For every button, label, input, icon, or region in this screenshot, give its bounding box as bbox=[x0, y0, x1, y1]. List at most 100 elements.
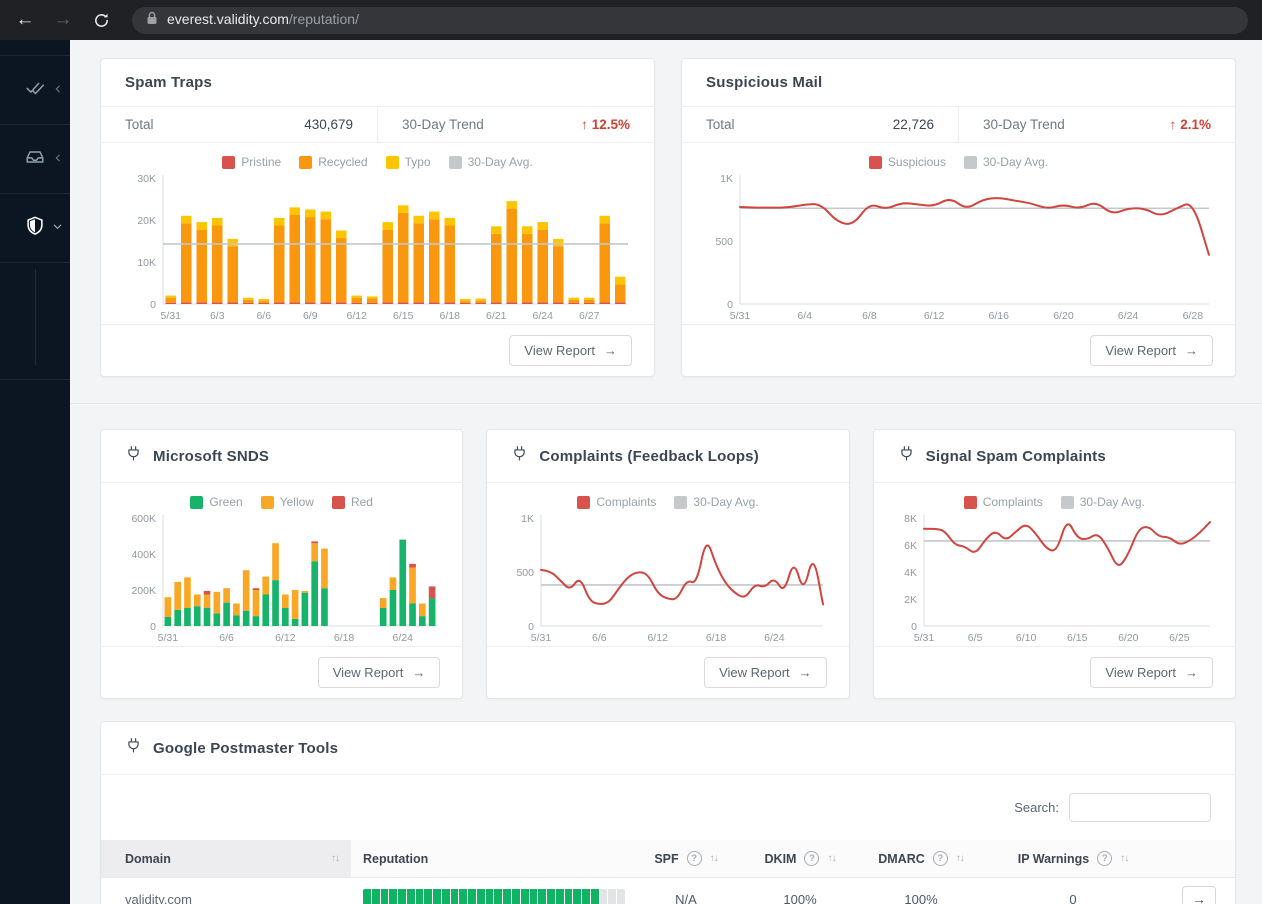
help-icon[interactable]: ? bbox=[804, 851, 820, 866]
column-header-reputation: Reputation bbox=[363, 851, 429, 866]
arrow-right-icon: → bbox=[412, 665, 426, 680]
total-label: Total bbox=[706, 117, 735, 132]
column-header-dmarc[interactable]: DMARC ? ↑↓ bbox=[878, 851, 965, 866]
sidebar-submenu bbox=[0, 263, 70, 380]
double-check-icon bbox=[24, 77, 46, 104]
svg-text:6/25: 6/25 bbox=[1169, 632, 1190, 644]
total-stat: Total 430,679 bbox=[101, 107, 377, 142]
arrow-right-icon: → bbox=[1192, 891, 1206, 904]
sort-icon[interactable]: ↑↓ bbox=[827, 853, 836, 864]
svg-text:6/20: 6/20 bbox=[1053, 310, 1074, 322]
svg-text:0: 0 bbox=[150, 299, 156, 311]
column-header-domain[interactable]: Domain ↑↓ bbox=[101, 840, 351, 877]
arrow-right-icon: → bbox=[798, 665, 812, 680]
chevron-left-icon bbox=[53, 150, 63, 168]
row-detail-arrow-button[interactable]: → bbox=[1182, 885, 1216, 904]
trend-up-icon: ↑ bbox=[580, 117, 588, 132]
dmarc-cell: 100% bbox=[904, 891, 938, 904]
signal-spam-card: Signal Spam Complaints Complaints 30-Day … bbox=[872, 429, 1236, 699]
spf-cell: N/A bbox=[675, 891, 697, 904]
total-stat: Total 22,726 bbox=[682, 107, 958, 142]
column-header-spf[interactable]: SPF ? ↑↓ bbox=[654, 851, 719, 866]
svg-text:5/31: 5/31 bbox=[161, 310, 182, 322]
trend-value: ↑ 2.1% bbox=[1169, 117, 1211, 132]
card-title: Complaints (Feedback Loops) bbox=[539, 447, 759, 465]
svg-text:6/28: 6/28 bbox=[1183, 310, 1204, 322]
svg-text:6/24: 6/24 bbox=[533, 310, 554, 322]
forward-icon[interactable]: → bbox=[53, 9, 73, 30]
reload-icon[interactable] bbox=[90, 9, 112, 31]
view-report-button[interactable]: View Report → bbox=[1090, 335, 1213, 366]
plug-icon bbox=[898, 445, 915, 467]
svg-text:6/15: 6/15 bbox=[1067, 632, 1088, 644]
svg-text:6/18: 6/18 bbox=[440, 310, 461, 322]
svg-text:200K: 200K bbox=[131, 585, 156, 597]
column-header-ip-warnings[interactable]: IP Warnings ? ↑↓ bbox=[1017, 851, 1129, 866]
signal-spam-chart: 0 2K 4K 6K 8K 5/31 6/5 6/10 6/15 6/20 6/25 bbox=[890, 512, 1219, 644]
microsoft-snds-chart: 0 200K 400K 600K 5/31 6/6 6/12 6/18 6/24 bbox=[117, 512, 446, 644]
svg-text:6/5: 6/5 bbox=[967, 632, 982, 644]
svg-text:5/31: 5/31 bbox=[730, 310, 751, 322]
sort-icon[interactable]: ↑↓ bbox=[1120, 853, 1129, 864]
svg-text:30K: 30K bbox=[137, 173, 156, 185]
sidebar-item-reputation[interactable] bbox=[0, 194, 70, 263]
complaints-fbl-chart: 0 500 1K 5/31 6/6 6/12 6/18 6/24 bbox=[503, 512, 832, 644]
svg-text:500: 500 bbox=[517, 567, 535, 579]
reputation-bar bbox=[363, 889, 625, 904]
svg-text:6/6: 6/6 bbox=[256, 310, 271, 322]
svg-text:6/24: 6/24 bbox=[1118, 310, 1139, 322]
svg-text:400K: 400K bbox=[131, 549, 156, 561]
google-postmaster-card: Google Postmaster Tools Search: Domain ↑… bbox=[100, 721, 1236, 904]
help-icon[interactable]: ? bbox=[686, 851, 702, 866]
ip-warnings-cell: 0 bbox=[1069, 891, 1077, 904]
svg-text:5/31: 5/31 bbox=[158, 632, 179, 644]
help-icon[interactable]: ? bbox=[932, 851, 948, 866]
svg-text:6/6: 6/6 bbox=[219, 632, 234, 644]
svg-text:10K: 10K bbox=[137, 257, 156, 269]
svg-text:1K: 1K bbox=[521, 513, 534, 525]
svg-text:6/20: 6/20 bbox=[1118, 632, 1139, 644]
search-input[interactable] bbox=[1069, 793, 1211, 822]
svg-text:6/6: 6/6 bbox=[592, 632, 607, 644]
table-header: Domain ↑↓ Reputation SPF ? ↑↓ DKIM ? ↑ bbox=[101, 840, 1235, 878]
view-report-button[interactable]: View Report → bbox=[704, 657, 827, 688]
reputation-cell bbox=[351, 889, 631, 904]
domain-cell: validity.com bbox=[125, 891, 192, 904]
sort-icon[interactable]: ↑↓ bbox=[955, 853, 965, 864]
column-header-dkim[interactable]: DKIM ? ↑↓ bbox=[764, 851, 836, 866]
url-bar[interactable]: everest.validity.com/reputation/ bbox=[132, 6, 1248, 34]
complaints-fbl-card: Complaints (Feedback Loops) Complaints 30… bbox=[486, 429, 850, 699]
svg-text:0: 0 bbox=[150, 621, 156, 633]
sort-icon[interactable]: ↑↓ bbox=[331, 853, 340, 864]
chevron-left-icon bbox=[53, 81, 63, 99]
trend-label: 30-Day Trend bbox=[983, 117, 1065, 132]
svg-text:6/4: 6/4 bbox=[797, 310, 812, 322]
svg-text:6/15: 6/15 bbox=[393, 310, 414, 322]
arrow-right-icon: → bbox=[604, 343, 617, 358]
view-report-button[interactable]: View Report → bbox=[1090, 657, 1213, 688]
svg-text:6/12: 6/12 bbox=[924, 310, 945, 322]
svg-text:0: 0 bbox=[727, 299, 733, 311]
view-report-button[interactable]: View Report → bbox=[509, 335, 632, 366]
view-report-button[interactable]: View Report → bbox=[317, 657, 441, 688]
trend-stat: 30-Day Trend ↑ 12.5% bbox=[377, 107, 654, 142]
plug-icon bbox=[125, 445, 142, 467]
sidebar-item-validation[interactable] bbox=[0, 56, 70, 125]
svg-text:0: 0 bbox=[911, 621, 917, 633]
svg-text:20K: 20K bbox=[137, 215, 156, 227]
action-cell: → bbox=[1163, 885, 1235, 904]
svg-text:6/12: 6/12 bbox=[347, 310, 368, 322]
sort-icon[interactable]: ↑↓ bbox=[709, 853, 719, 864]
svg-text:6/24: 6/24 bbox=[393, 632, 414, 644]
card-title: Google Postmaster Tools bbox=[153, 739, 339, 757]
plug-icon bbox=[511, 445, 528, 467]
svg-text:4K: 4K bbox=[904, 567, 917, 579]
svg-text:6/9: 6/9 bbox=[303, 310, 318, 322]
section-divider bbox=[70, 403, 1262, 404]
svg-text:6/3: 6/3 bbox=[210, 310, 225, 322]
sidebar-item-inbox[interactable] bbox=[0, 125, 70, 194]
help-icon[interactable]: ? bbox=[1097, 851, 1113, 866]
chart-legend: Pristine Recycled Typo 30-Day Avg. bbox=[117, 155, 638, 169]
back-icon[interactable]: ← bbox=[15, 9, 35, 30]
chevron-down-icon bbox=[52, 219, 63, 237]
